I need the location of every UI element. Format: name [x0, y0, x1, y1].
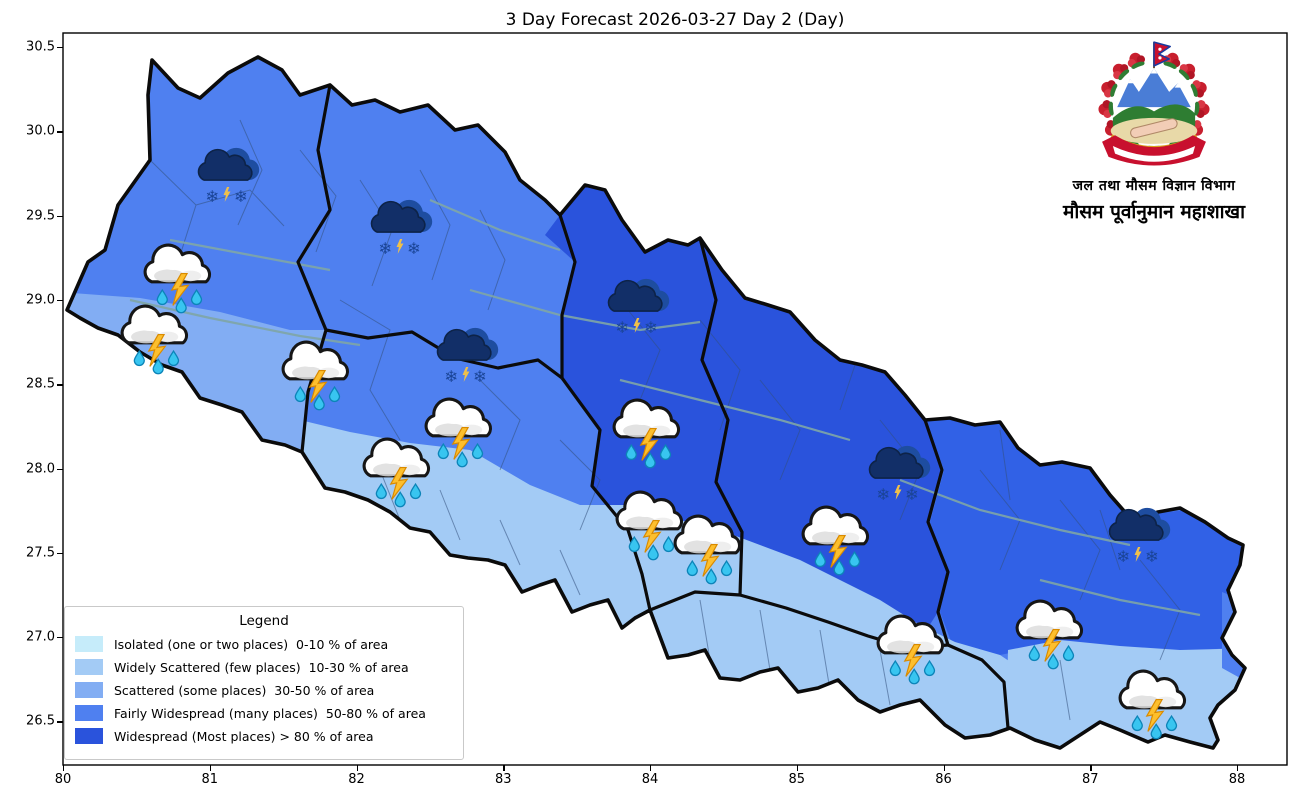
- widely-scattered-color-swatch: [75, 659, 103, 675]
- x-tick-label: 86: [935, 772, 952, 787]
- y-tick-label: 28.5: [26, 376, 55, 392]
- x-tick-label: 81: [201, 772, 219, 787]
- widespread-color-swatch: [75, 728, 103, 744]
- logo-department-name: जल तथा मौसम विज्ञान विभाग: [1072, 178, 1236, 194]
- y-tick-mark: [57, 131, 63, 133]
- y-tick-label: 29.0: [26, 292, 55, 308]
- mountain: [1117, 68, 1191, 108]
- nepal-outline: [65, 55, 1247, 750]
- y-tick-mark: [57, 637, 63, 639]
- page-title: 3 Day Forecast 2026-03-27 Day 2 (Day): [505, 10, 845, 30]
- y-tick-mark: [57, 721, 63, 723]
- x-tick-label: 83: [494, 772, 512, 787]
- legend-item-scattered: Scattered (some places) 30-50 % of area: [75, 682, 453, 698]
- y-tick-label: 27.5: [26, 545, 55, 561]
- x-tick-label: 84: [641, 772, 659, 787]
- x-tick-label: 88: [1228, 772, 1246, 787]
- x-tick-label: 87: [1081, 772, 1099, 787]
- nepal-government-emblem: [1097, 41, 1211, 166]
- dhm-logo-block: जल तथा मौसम विज्ञान विभाग मौसम पूर्वानुम…: [1038, 40, 1270, 224]
- y-tick-mark: [57, 299, 63, 302]
- x-tick-mark: [1090, 765, 1092, 771]
- x-tick-mark: [356, 765, 358, 771]
- x-tick-mark: [650, 765, 652, 771]
- legend-item-fairly-widespread: Fairly Widespread (many places) 50-80 % …: [75, 705, 453, 721]
- snow-caps: [1128, 68, 1182, 88]
- x-tick-mark: [1237, 765, 1239, 771]
- legend: Legend Isolated (one or two places) 0-10…: [64, 606, 464, 760]
- x-tick-mark: [209, 765, 212, 771]
- x-tick-label: 82: [348, 772, 365, 787]
- x-tick-mark: [943, 765, 945, 771]
- x-tick-mark: [503, 765, 505, 771]
- y-tick-label: 30.5: [26, 39, 55, 55]
- scattered-color-swatch: [75, 682, 103, 698]
- y-tick-label: 30.0: [26, 123, 55, 139]
- handshake: [1130, 118, 1178, 139]
- legend-item-isolated: Isolated (one or two places) 0-10 % of a…: [75, 636, 453, 652]
- legend-item-widely-scattered: Widely Scattered (few places) 10-30 % of…: [75, 659, 453, 675]
- nepal-flag-icon: [1153, 41, 1171, 69]
- logo-division-name: मौसम पूर्वानुमान महाशाखा: [1062, 201, 1246, 223]
- y-tick-mark: [57, 552, 63, 555]
- legend-item-widespread: Widespread (Most places) > 80 % of area: [75, 728, 453, 744]
- y-tick-mark: [57, 215, 63, 217]
- y-tick-mark: [57, 384, 63, 386]
- y-tick-label: 26.5: [26, 713, 55, 729]
- x-tick-mark: [796, 765, 799, 771]
- fairly-widespread-color-swatch: [75, 705, 103, 721]
- basin-boundaries: [129, 198, 1201, 617]
- x-tick-mark: [63, 765, 65, 771]
- y-tick-label: 29.5: [26, 208, 55, 224]
- x-tick-label: 85: [788, 772, 806, 787]
- y-tick-mark: [57, 468, 63, 470]
- isolated-color-swatch: [75, 636, 103, 652]
- x-tick-label: 80: [54, 772, 72, 787]
- y-tick-label: 27.0: [26, 629, 55, 645]
- y-tick-label: 28.0: [26, 461, 55, 476]
- banner-band: [1112, 146, 1196, 162]
- y-tick-mark: [57, 47, 63, 49]
- legend-title: Legend: [239, 613, 289, 629]
